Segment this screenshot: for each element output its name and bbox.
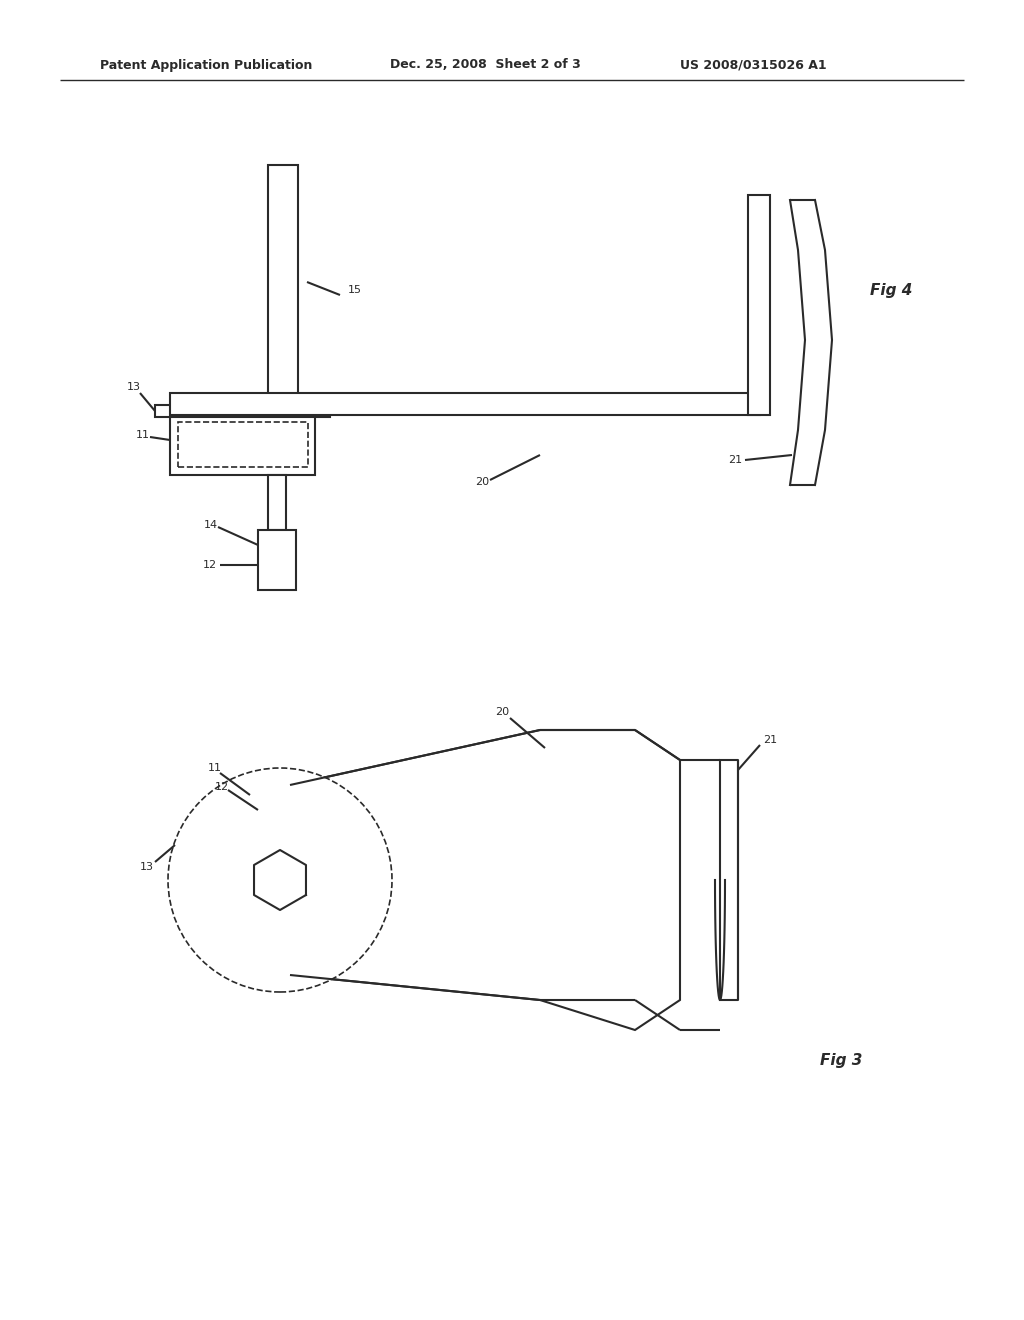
Bar — [155, 405, 330, 417]
Text: 13: 13 — [127, 381, 141, 392]
Bar — [268, 165, 298, 405]
Circle shape — [185, 785, 375, 975]
Text: 21: 21 — [728, 455, 742, 465]
Bar — [170, 414, 315, 475]
Circle shape — [205, 805, 355, 954]
Circle shape — [168, 768, 392, 993]
Bar — [268, 475, 286, 531]
Bar — [258, 531, 296, 590]
Text: 21: 21 — [763, 735, 777, 744]
Text: 12: 12 — [203, 560, 217, 570]
Text: 20: 20 — [475, 477, 489, 487]
Text: 13: 13 — [140, 862, 154, 873]
Text: 14: 14 — [204, 520, 218, 531]
Text: Fig 4: Fig 4 — [870, 282, 912, 297]
Bar — [748, 195, 770, 414]
Circle shape — [185, 785, 375, 975]
Bar — [170, 393, 760, 414]
Text: 11: 11 — [136, 430, 150, 440]
Text: Fig 3: Fig 3 — [820, 1052, 862, 1068]
Bar — [178, 422, 308, 467]
Text: 12: 12 — [215, 781, 229, 792]
Polygon shape — [290, 730, 680, 1030]
Text: US 2008/0315026 A1: US 2008/0315026 A1 — [680, 58, 826, 71]
Text: 15: 15 — [348, 285, 362, 294]
Text: Dec. 25, 2008  Sheet 2 of 3: Dec. 25, 2008 Sheet 2 of 3 — [390, 58, 581, 71]
Text: 20: 20 — [495, 708, 509, 717]
Text: 11: 11 — [208, 763, 222, 774]
Text: Patent Application Publication: Patent Application Publication — [100, 58, 312, 71]
